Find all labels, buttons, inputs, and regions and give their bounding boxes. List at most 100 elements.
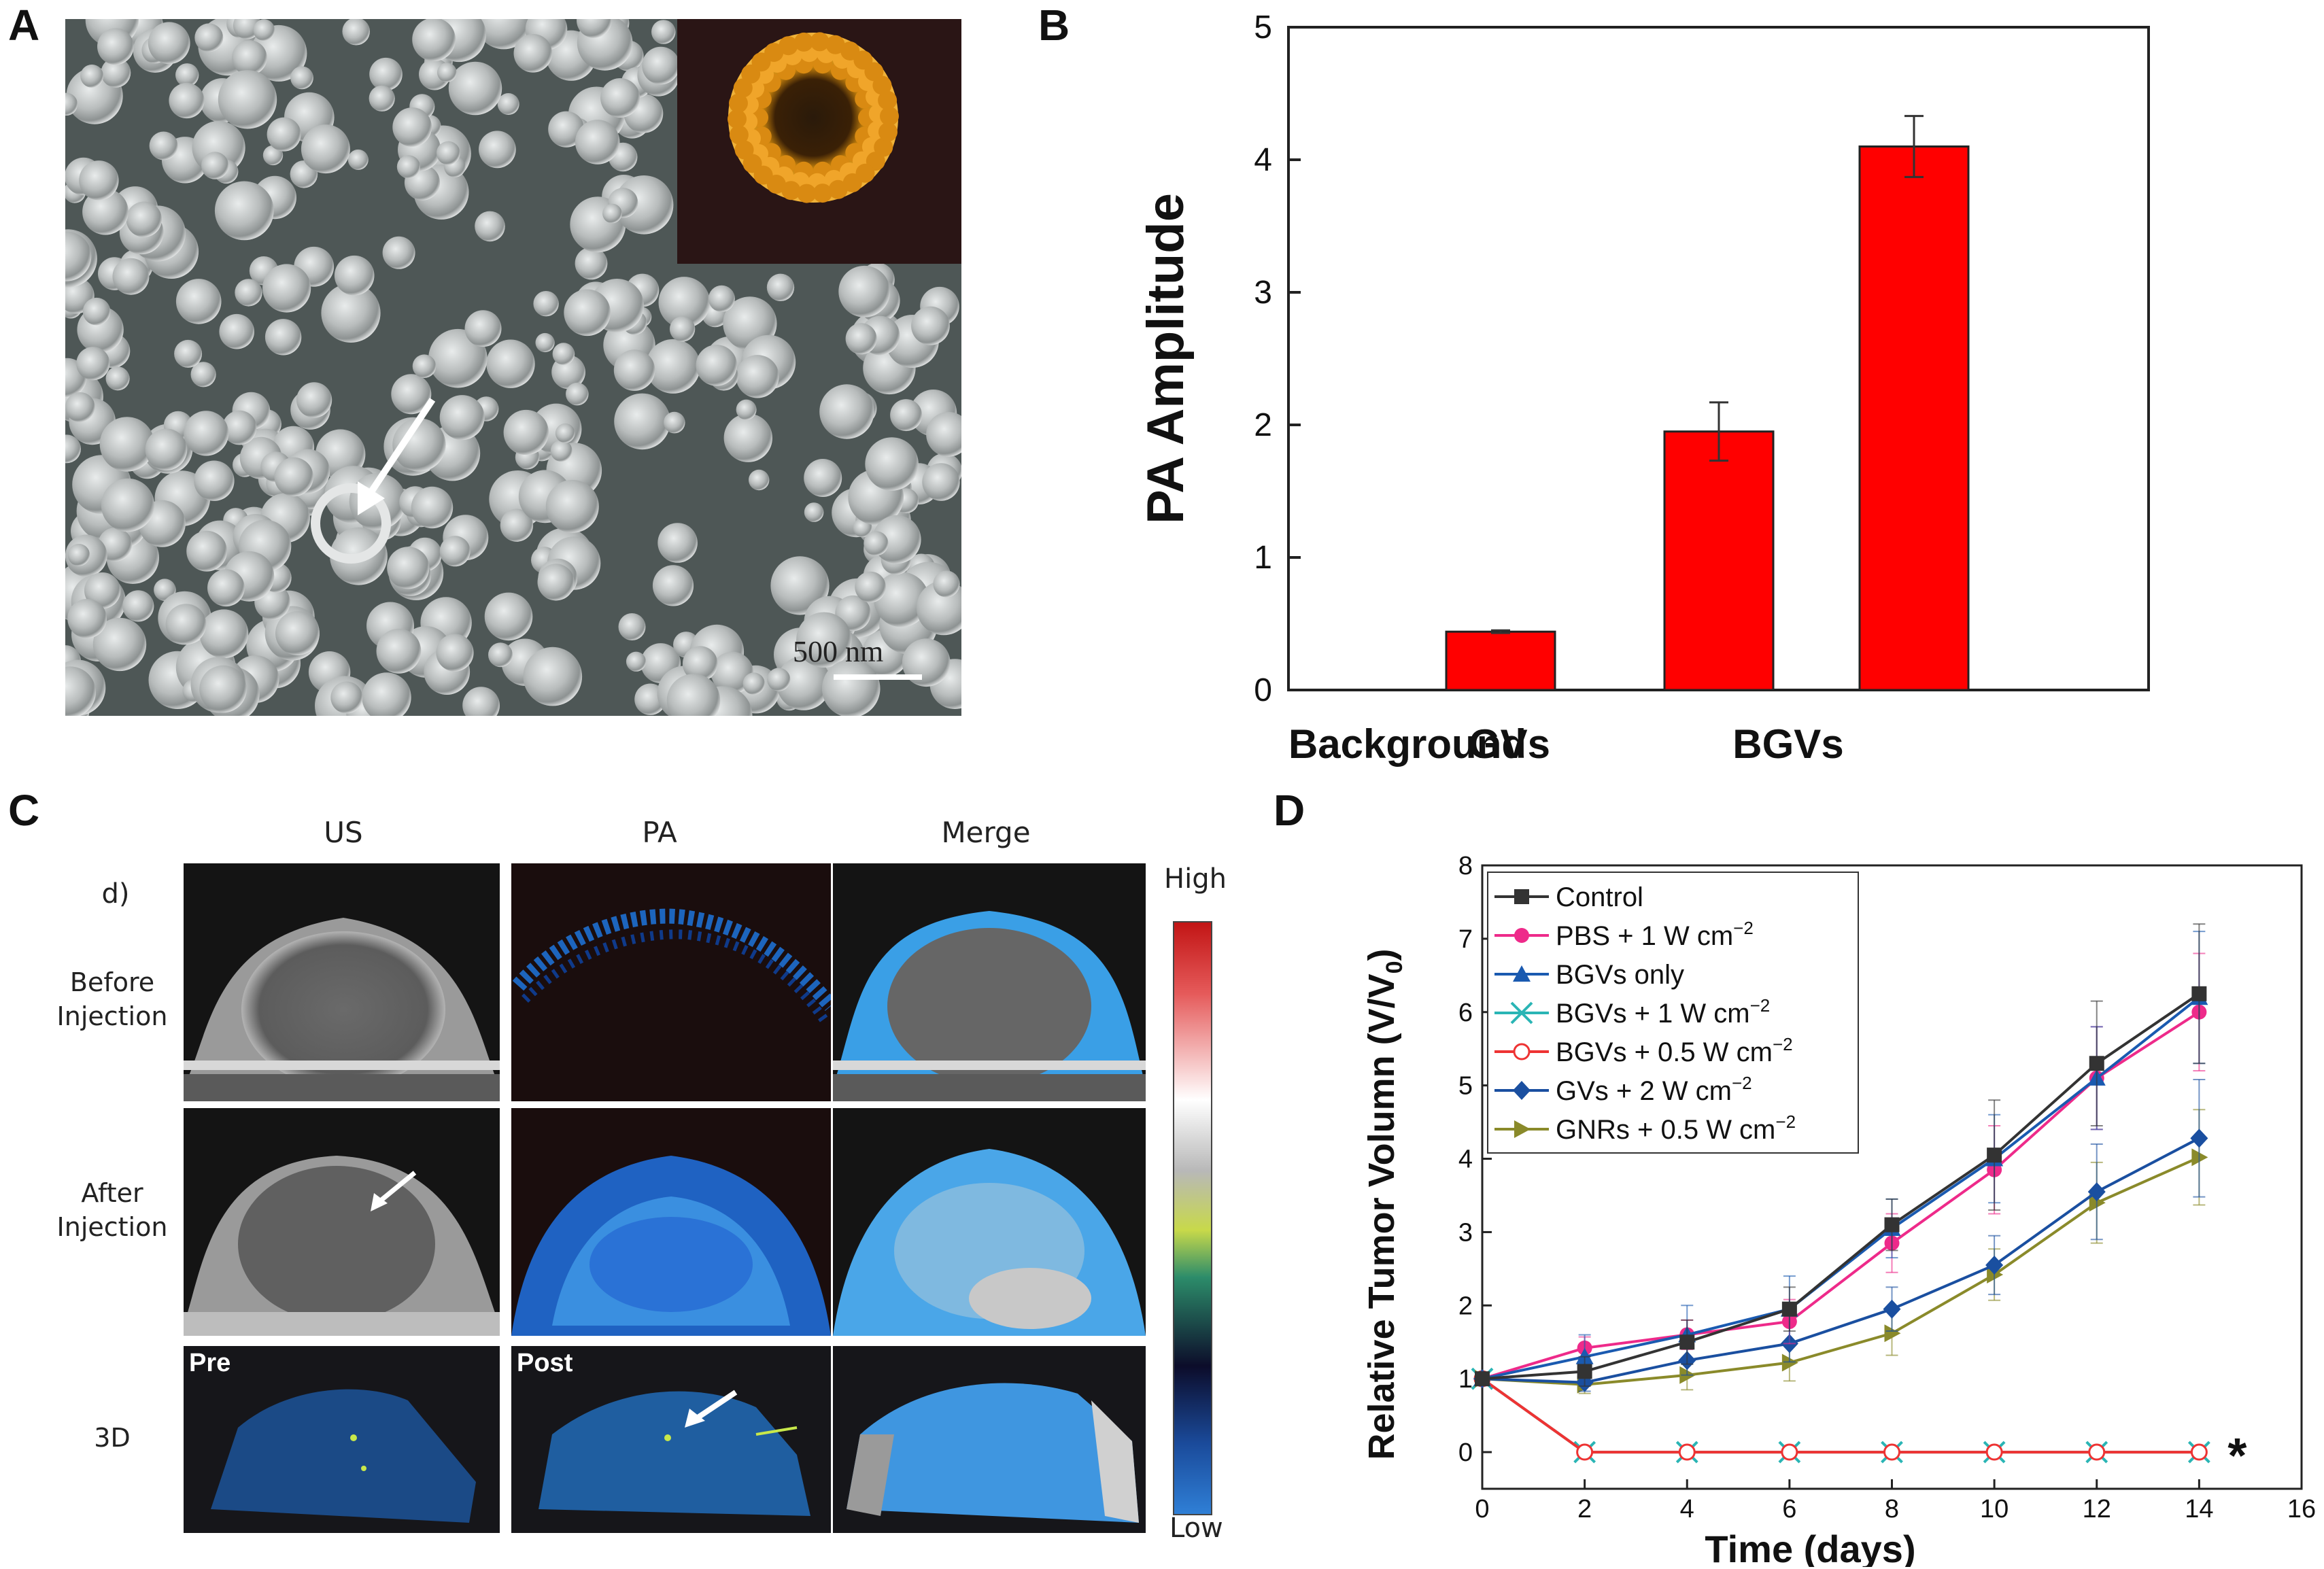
nanoparticle bbox=[169, 82, 205, 119]
nanoparticle bbox=[462, 687, 500, 716]
data-point bbox=[1475, 1371, 1490, 1387]
series-line bbox=[1482, 993, 2200, 1381]
x-tick-label: 14 bbox=[2185, 1495, 2213, 1523]
panel-label-a: A bbox=[8, 1, 40, 50]
x-category-label: BGVs bbox=[1732, 721, 1843, 767]
nanoparticle bbox=[201, 152, 229, 179]
y-tick-label: 7 bbox=[1458, 925, 1473, 954]
nanoparticle bbox=[428, 328, 488, 388]
nanoparticle bbox=[566, 382, 589, 406]
colorbar bbox=[1173, 921, 1212, 1515]
y-tick-label: 4 bbox=[1458, 1145, 1473, 1174]
nanoparticle bbox=[99, 417, 155, 472]
legend-entry: BGVs only bbox=[1556, 960, 1684, 990]
nanoparticle bbox=[194, 23, 224, 52]
y-tick-label: 1 bbox=[1254, 540, 1272, 576]
x-tick-label: 0 bbox=[1475, 1495, 1489, 1523]
nanoparticle bbox=[175, 63, 199, 87]
nanoparticle bbox=[165, 604, 207, 644]
nanoparticle bbox=[922, 463, 960, 501]
nanoparticle bbox=[550, 440, 573, 462]
nanoparticle bbox=[296, 382, 332, 418]
tag-pre: Pre bbox=[189, 1349, 231, 1377]
nanoparticle bbox=[545, 479, 599, 533]
data-point bbox=[1576, 1443, 1594, 1461]
legend-swatch-marker bbox=[1510, 1001, 1533, 1024]
column-header-us: US bbox=[324, 816, 363, 849]
arrow-shaft bbox=[366, 398, 436, 497]
data-point bbox=[1985, 1443, 2003, 1461]
nanoparticle bbox=[890, 399, 923, 432]
pa-before-image bbox=[511, 863, 831, 1101]
arrow-head bbox=[358, 481, 385, 515]
merge-3d-image bbox=[833, 1346, 1146, 1533]
legend-entry: Control bbox=[1556, 882, 1643, 912]
subfigure-tag: d) bbox=[101, 878, 130, 910]
nanoparticle bbox=[376, 628, 422, 674]
y-tick-label: 3 bbox=[1458, 1218, 1473, 1247]
nanoparticle bbox=[84, 572, 121, 609]
nanoparticle bbox=[865, 437, 919, 491]
nanoparticle bbox=[65, 392, 95, 422]
pa-after-image bbox=[511, 1108, 831, 1336]
legend-entry: PBS + 1 W cm−2 bbox=[1556, 918, 1754, 951]
y-tick-label: 0 bbox=[1458, 1438, 1473, 1467]
gold-nanoparticle bbox=[878, 90, 898, 110]
nanoparticle bbox=[184, 411, 229, 456]
data-point bbox=[1781, 1354, 1798, 1372]
data-point bbox=[2191, 986, 2207, 1001]
nanoparticle bbox=[436, 141, 460, 165]
x-category-label: Background bbox=[1288, 721, 1526, 767]
nanoparticle bbox=[396, 155, 420, 179]
pa-3d-pre-image: Pre bbox=[184, 1346, 500, 1533]
row-label-3d: 3D bbox=[37, 1421, 187, 1455]
gold-nanoparticle bbox=[764, 43, 784, 63]
nanoparticle bbox=[666, 674, 721, 716]
nanoparticle bbox=[92, 617, 147, 672]
row-label-before-line2: Injection bbox=[56, 1001, 168, 1031]
nanoparticle bbox=[613, 349, 655, 391]
y-axis-label: PA Amplitude bbox=[1137, 193, 1195, 524]
data-point bbox=[2190, 1128, 2208, 1148]
data-point bbox=[1781, 1443, 1798, 1461]
nanoparticle bbox=[186, 530, 227, 572]
nanoparticle bbox=[301, 124, 350, 174]
nanoparticle bbox=[392, 107, 432, 147]
legend-swatch-marker bbox=[1513, 1043, 1531, 1061]
nanoparticle bbox=[122, 590, 154, 622]
bar-background bbox=[1445, 630, 1556, 691]
series-0 bbox=[1475, 923, 2207, 1387]
bar-gvs bbox=[1663, 430, 1775, 691]
nanoparticle bbox=[207, 569, 245, 607]
hollow-vesicle bbox=[311, 483, 391, 564]
nanoparticle bbox=[548, 111, 585, 148]
gold-nanoparticle bbox=[779, 36, 798, 56]
nanoparticle bbox=[796, 612, 852, 668]
nanoparticle bbox=[464, 310, 502, 347]
nanoparticle bbox=[82, 188, 129, 235]
nanoparticle bbox=[845, 323, 877, 355]
gold-nanoparticle bbox=[728, 109, 747, 129]
colorbar-high-label: High bbox=[1164, 863, 1227, 895]
gold-nanoparticle bbox=[878, 122, 898, 142]
legend-entry: BGVs + 1 W cm−2 bbox=[1556, 995, 1770, 1029]
nanoparticle bbox=[369, 85, 395, 111]
gold-nanoparticle bbox=[794, 32, 814, 52]
nanoparticle bbox=[770, 556, 830, 615]
y-tick-label: 0 bbox=[1254, 672, 1272, 708]
nanoparticle bbox=[439, 536, 471, 567]
nanoparticle bbox=[575, 247, 608, 280]
nanoparticle-field bbox=[65, 19, 961, 716]
nanoparticle bbox=[145, 428, 188, 471]
x-tick-label: 8 bbox=[1885, 1495, 1899, 1523]
gold-nanoparticle bbox=[733, 78, 753, 98]
data-point bbox=[1577, 1364, 1592, 1379]
nanoparticle bbox=[618, 613, 646, 640]
row-label-after-line2: Injection bbox=[56, 1212, 168, 1242]
x-axis-label: Time (days) bbox=[1705, 1528, 1915, 1567]
nanoparticle bbox=[651, 20, 676, 44]
merge-before-image bbox=[833, 863, 1146, 1101]
nanoparticle bbox=[342, 19, 370, 46]
y-tick-label: 2 bbox=[1254, 407, 1272, 443]
